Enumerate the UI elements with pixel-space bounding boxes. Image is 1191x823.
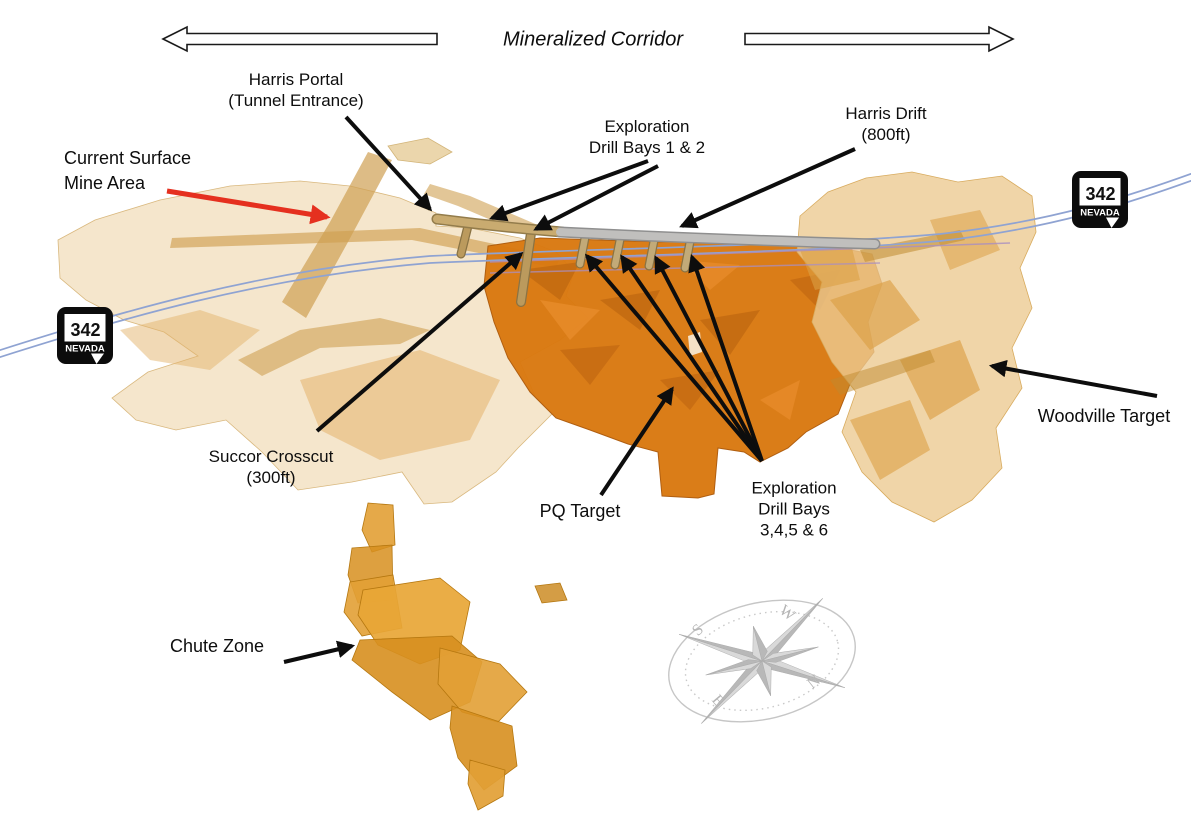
harris-drift-arrow <box>679 147 856 229</box>
woodville-target-label: Woodville Target <box>1037 405 1171 426</box>
woodville-arrow <box>988 359 1158 398</box>
chute-zone-body <box>343 502 568 811</box>
floating-fragment <box>387 137 453 165</box>
succor-line1: Succor Crosscut <box>208 446 334 466</box>
tunnel-harris-drift <box>431 213 881 307</box>
bays3456-arrow-4 <box>688 254 764 462</box>
bays12-line1: Exploration <box>604 116 690 136</box>
mineralized-corridor-label: Mineralized Corridor <box>502 28 684 51</box>
bays12-arrow-b <box>533 164 659 231</box>
shield-state: NEVADA <box>65 344 105 355</box>
harris-drift-line2: (800ft) <box>861 125 911 144</box>
succor-crosscut-arrow <box>315 251 524 433</box>
current-surface-line2: Mine Area <box>64 172 146 193</box>
corridor-arrow-left <box>161 25 438 53</box>
bays12-line2: Drill Bays 1 & 2 <box>588 138 706 157</box>
harris-portal-line2: (Tunnel Entrance) <box>228 91 364 110</box>
tunnel-tan-section <box>433 215 566 236</box>
exploration-bays-3456-label: Exploration Drill Bays 3,4,5 & 6 <box>751 477 836 540</box>
succor-crosscut-label: Succor Crosscut (300ft) <box>209 446 334 488</box>
bays3456-line2: Drill Bays <box>758 499 830 519</box>
bays3456-line3: 3,4,5 & 6 <box>759 520 829 540</box>
succor-crosscut-stub <box>517 229 535 306</box>
shield-number: 342 <box>70 320 100 340</box>
drill-bay-stub-5 <box>645 237 658 270</box>
chute-zone-arrow <box>283 640 356 664</box>
harris-portal-arrow <box>344 115 433 212</box>
route-shield-left: 342 NEVADA <box>57 307 113 364</box>
succor-line2: (300ft) <box>246 468 296 487</box>
bays3456-arrow-3 <box>654 255 764 462</box>
current-surface-line1: Current Surface <box>64 148 192 168</box>
bays12-arrow-a <box>489 159 649 222</box>
pq-target-label: PQ Target <box>539 500 621 521</box>
route-shield-right: 342 NEVADA <box>1072 171 1128 228</box>
chute-fragment <box>534 582 568 604</box>
bays3456-arrow-1 <box>584 253 764 463</box>
compass-rose: W S N E <box>668 598 856 724</box>
drill-bay-stub-3 <box>576 234 589 268</box>
current-surface-mine-label: Current Surface Mine Area <box>64 146 191 196</box>
drill-bay-stub-6 <box>681 238 694 272</box>
tunnel-gray-section <box>556 228 879 248</box>
shield-number: 342 <box>1085 184 1115 204</box>
harris-portal-label: Harris Portal (Tunnel Entrance) <box>228 69 363 111</box>
harris-portal-line1: Harris Portal <box>248 69 344 89</box>
current-surface-mine-arrow <box>166 188 331 225</box>
bays3456-line1: Exploration <box>751 478 837 498</box>
woodville-target-body <box>796 171 1037 523</box>
harris-drift-line1: Harris Drift <box>845 103 927 123</box>
exploration-bays-12-label: Exploration Drill Bays 1 & 2 <box>589 116 705 158</box>
harris-drift-label: Harris Drift (800ft) <box>845 103 926 145</box>
compass-w-label: W <box>776 602 799 625</box>
drill-bay-stub-1 <box>457 222 472 258</box>
shield-state: NEVADA <box>1080 208 1120 219</box>
pq-target-arrow <box>599 386 674 497</box>
chute-zone-label: Chute Zone <box>169 635 265 656</box>
drill-bay-stub-4 <box>611 236 624 269</box>
bays3456-arrow-2 <box>620 254 764 463</box>
corridor-arrow-right <box>744 25 1015 53</box>
